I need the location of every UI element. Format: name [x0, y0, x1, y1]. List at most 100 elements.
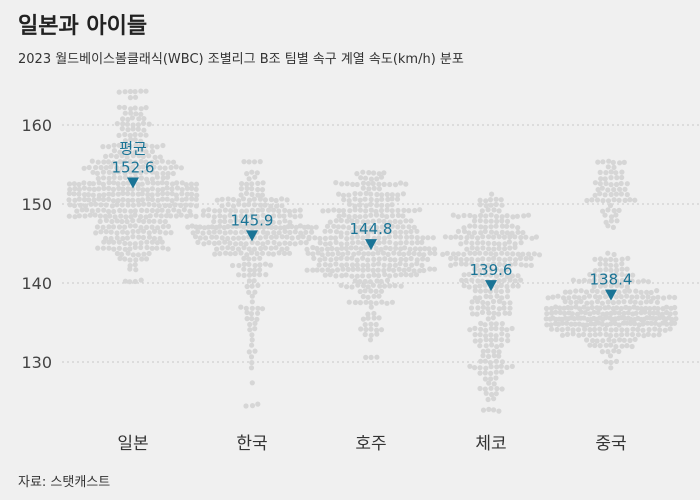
pitch-dot: [591, 277, 597, 283]
pitch-dot: [127, 132, 133, 139]
pitch-dot: [408, 272, 414, 278]
pitch-dot: [141, 201, 147, 207]
pitch-dot: [406, 250, 412, 256]
pitch-dot: [133, 257, 139, 263]
pitch-dot: [115, 181, 121, 187]
pitch-dot: [477, 271, 483, 278]
pitch-dot: [267, 262, 274, 268]
pitch-dot: [100, 175, 107, 181]
pitch-dot: [251, 256, 257, 262]
pitch-dot: [324, 246, 331, 252]
pitch-dot: [255, 240, 261, 246]
pitch-dot: [146, 201, 152, 207]
pitch-dot: [592, 192, 598, 198]
pitch-dot: [362, 288, 368, 294]
pitch-dot: [597, 181, 603, 187]
pitch-dot: [146, 153, 152, 159]
pitch-dot: [251, 246, 258, 252]
pitch-dot: [652, 326, 658, 332]
pitch-dot: [257, 255, 263, 261]
pitch-dot: [213, 234, 219, 240]
pitch-dot: [81, 180, 87, 186]
pitch-dot: [409, 240, 415, 246]
pitch-dot: [333, 229, 340, 235]
pitch-dot: [249, 299, 255, 305]
pitch-dot: [504, 230, 510, 236]
pitch-dot: [247, 267, 253, 273]
pitch-dot: [608, 175, 614, 181]
pitch-dot: [107, 213, 113, 219]
pitch-dot: [494, 344, 500, 350]
category-label: 중국: [595, 434, 626, 454]
pitch-dot: [219, 203, 225, 209]
category-label: 체코: [475, 434, 506, 454]
pitch-dot: [271, 230, 277, 236]
pitch-dot: [374, 202, 380, 208]
pitch-dot: [383, 245, 389, 251]
pitch-dot: [329, 251, 336, 257]
pitch-dot: [458, 261, 464, 267]
pitch-dot: [491, 396, 497, 402]
pitch-dot: [627, 197, 633, 203]
pitch-dot: [666, 294, 673, 300]
pitch-dot: [246, 201, 252, 208]
pitch-dot: [421, 252, 427, 258]
pitch-dot: [268, 234, 275, 240]
pitch-dot: [483, 327, 489, 333]
pitch-dot: [130, 197, 136, 203]
pitch-dot: [255, 180, 261, 186]
pitch-dot: [483, 268, 489, 274]
pitch-dot: [419, 239, 425, 245]
pitch-dot: [298, 240, 304, 246]
pitch-dot: [493, 321, 499, 327]
pitch-dot: [365, 266, 371, 273]
pitch-dot: [363, 299, 369, 305]
pitch-dot: [129, 186, 136, 192]
pitch-dot: [122, 278, 128, 284]
pitch-dot: [502, 246, 508, 252]
pitch-dot: [116, 239, 122, 245]
pitch-dot: [349, 273, 355, 279]
pitch-dot: [483, 250, 489, 256]
pitch-dot: [555, 293, 561, 299]
pitch-dot: [262, 261, 269, 267]
pitch-dot: [344, 256, 350, 262]
pitch-dot: [478, 320, 484, 326]
pitch-dot: [663, 304, 670, 310]
pitch-dot: [132, 89, 138, 95]
pitch-dot: [477, 250, 483, 256]
pitch-dot: [368, 196, 374, 203]
pitch-dot: [86, 186, 92, 192]
pitch-dot: [486, 406, 492, 412]
pitch-dot: [244, 213, 250, 220]
pitch-dot: [411, 224, 417, 230]
pitch-dot: [608, 359, 614, 366]
pitch-dot: [371, 256, 377, 262]
pitch-dot: [263, 272, 269, 278]
pitch-dot: [138, 106, 144, 112]
pitch-dot: [121, 159, 128, 165]
pitch-dot: [225, 235, 231, 242]
pitch-dot: [108, 153, 114, 159]
pitch-dot: [289, 223, 295, 230]
pitch-dot: [406, 266, 412, 272]
pitch-dot: [480, 348, 486, 354]
pitch-dot: [455, 214, 461, 220]
pitch-dot: [360, 262, 366, 268]
pitch-dot: [608, 321, 614, 327]
pitch-dot: [173, 192, 179, 198]
pitch-dot: [595, 187, 601, 193]
pitch-dot: [143, 169, 149, 175]
pitch-dot: [488, 251, 494, 257]
pitch-dot: [642, 309, 648, 315]
pitch-dot: [138, 143, 144, 149]
pitch-dot: [85, 192, 92, 198]
pitch-dot: [195, 229, 201, 235]
pitch-dot: [246, 197, 253, 203]
pitch-dot: [493, 266, 500, 272]
pitch-dot: [96, 196, 102, 202]
pitch-dot: [624, 273, 630, 279]
pitch-dot: [151, 202, 157, 208]
pitch-dot: [335, 224, 341, 230]
pitch-dot: [362, 322, 368, 328]
